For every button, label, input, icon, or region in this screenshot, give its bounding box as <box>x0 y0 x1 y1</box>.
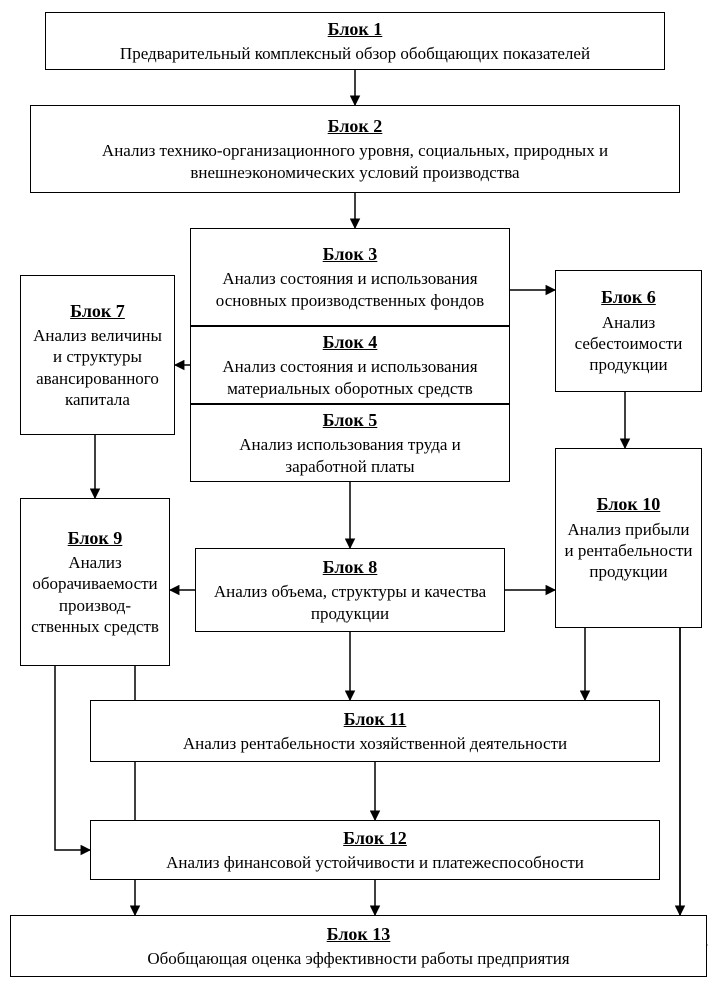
node-desc: Анализ себестоимости продукции <box>564 312 693 376</box>
node-b10: Блок 10 Анализ прибыли и рентабельности п… <box>555 448 702 628</box>
node-desc: Анализ состояния и использования материа… <box>199 356 501 399</box>
node-b4: Блок 4Анализ состояния и использования м… <box>190 326 510 404</box>
node-title: Блок 5 <box>199 409 501 432</box>
node-desc: Анализ прибыли и рентабельности продукци… <box>564 519 693 583</box>
edge-b10-b13 <box>680 628 707 945</box>
node-b3: Блок 3Анализ состояния и использования о… <box>190 228 510 326</box>
node-title: Блок 10 <box>564 493 693 516</box>
node-desc: Анализ использования труда и заработной … <box>199 434 501 477</box>
node-title: Блок 13 <box>19 923 698 946</box>
node-desc: Анализ вели­чины и струк­туры аванси­ров… <box>29 325 166 410</box>
node-desc: Анализ оборачиваемо­сти производ­ственны… <box>29 552 161 637</box>
node-desc: Анализ технико-организационного уровня, … <box>39 140 671 183</box>
node-b7: Блок 7Анализ вели­чины и струк­туры аван… <box>20 275 175 435</box>
node-desc: Анализ рентабельности хозяйственной деят… <box>99 733 651 754</box>
node-title: Блок 3 <box>199 243 501 266</box>
node-desc: Обобщающая оценка эффективности работы п… <box>19 948 698 969</box>
node-desc: Анализ объема, структуры и качества прод… <box>204 581 496 624</box>
node-b1: Блок 1Предварительный комплексный обзор … <box>45 12 665 70</box>
node-title: Блок 9 <box>29 527 161 550</box>
node-b6: Блок 6 Анализ себестоимости продукции <box>555 270 702 392</box>
edge-b9-b12 <box>55 666 90 850</box>
node-b8: Блок 8Анализ объема, структуры и качеств… <box>195 548 505 632</box>
node-title: Блок 8 <box>204 556 496 579</box>
node-title: Блок 12 <box>99 827 651 850</box>
node-title: Блок 7 <box>29 300 166 323</box>
node-b2: Блок 2Анализ технико-организационного ур… <box>30 105 680 193</box>
node-title: Блок 1 <box>54 18 656 41</box>
node-title: Блок 4 <box>199 331 501 354</box>
node-b12: Блок 12Анализ финансовой устойчивости и … <box>90 820 660 880</box>
node-b9: Блок 9Анализ оборачиваемо­сти производ­с… <box>20 498 170 666</box>
flowchart-canvas: Блок 1Предварительный комплексный обзор … <box>0 0 717 992</box>
node-desc: Анализ финансовой устойчивости и платеже… <box>99 852 651 873</box>
node-title: Блок 2 <box>39 115 671 138</box>
node-b11: Блок 11Анализ рентабельности хозяйственн… <box>90 700 660 762</box>
node-title: Блок 6 <box>564 286 693 309</box>
node-desc: Анализ состояния и использования основны… <box>199 268 501 311</box>
node-b13: Блок 13Обобщающая оценка эффективности р… <box>10 915 707 977</box>
node-b5: Блок 5Анализ использования труда и зараб… <box>190 404 510 482</box>
node-desc: Предварительный комплексный обзор обобща… <box>54 43 656 64</box>
node-title: Блок 11 <box>99 708 651 731</box>
